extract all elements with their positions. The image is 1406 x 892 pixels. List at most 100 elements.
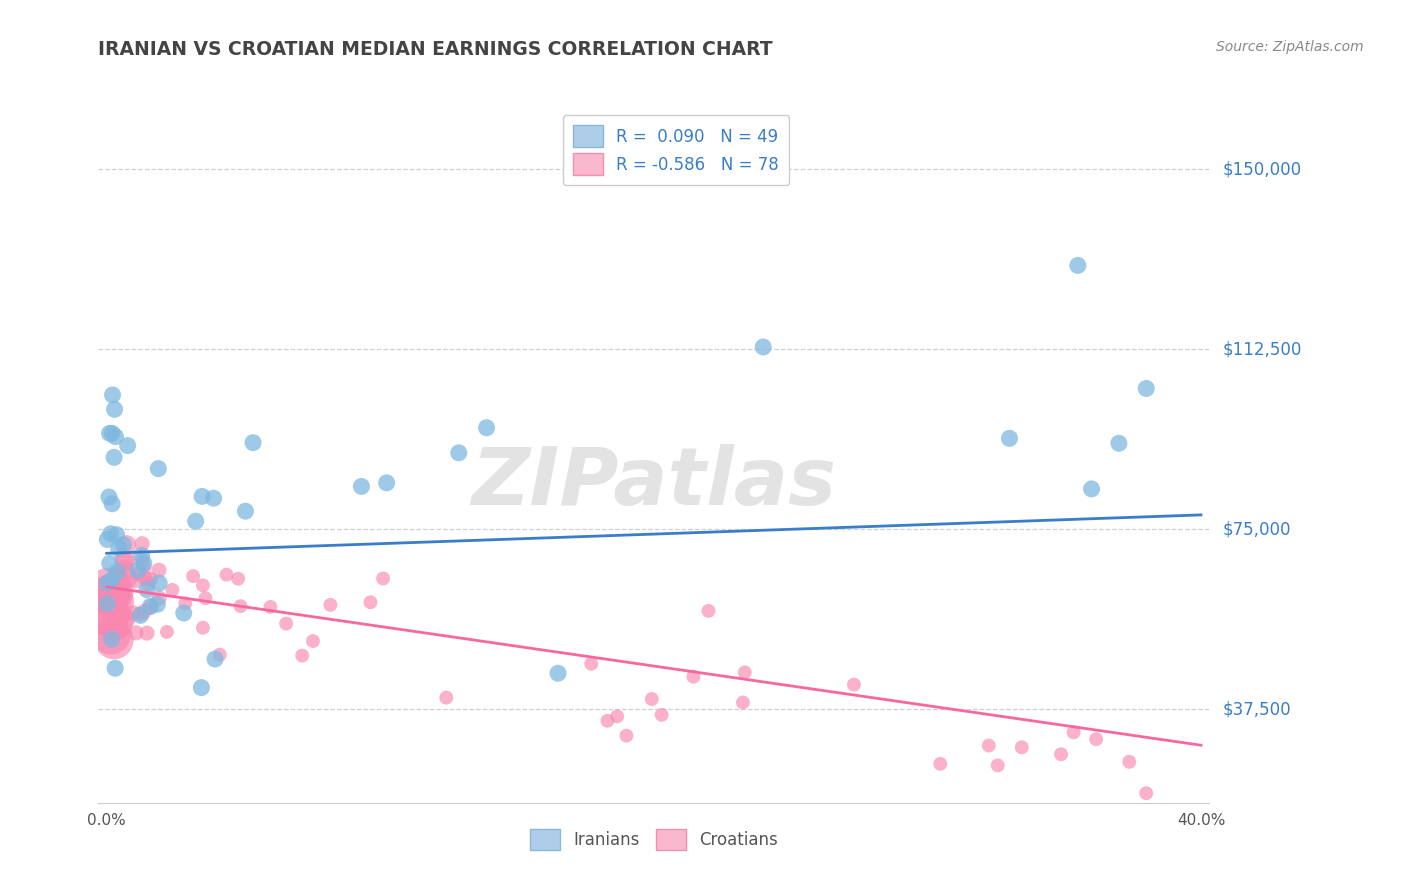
Point	[202, 491, 225, 506]
Point	[134, 571, 156, 585]
Point	[100, 632, 122, 647]
Point	[606, 709, 628, 723]
Point	[229, 599, 252, 614]
Point	[276, 616, 298, 631]
Point	[842, 677, 865, 691]
Point	[651, 707, 673, 722]
Point	[375, 475, 398, 490]
Point	[101, 426, 124, 441]
Point	[134, 605, 156, 619]
Point	[190, 681, 212, 695]
Point	[156, 624, 179, 639]
Text: $150,000: $150,000	[1223, 161, 1302, 178]
Point	[977, 739, 1000, 753]
Point	[1108, 436, 1130, 450]
Point	[124, 574, 146, 588]
Text: $37,500: $37,500	[1223, 700, 1292, 718]
Point	[148, 461, 170, 475]
Point	[97, 490, 120, 504]
Point	[103, 614, 125, 628]
Point	[131, 554, 153, 568]
Point	[1050, 747, 1073, 762]
Point	[731, 695, 754, 709]
Point	[208, 648, 231, 662]
Point	[103, 632, 125, 647]
Point	[101, 388, 124, 402]
Point	[181, 569, 204, 583]
Point	[191, 578, 214, 592]
Point	[174, 597, 197, 611]
Point	[987, 758, 1010, 772]
Point	[1080, 482, 1102, 496]
Point	[302, 634, 325, 648]
Point	[104, 429, 127, 443]
Point	[110, 607, 132, 621]
Point	[319, 598, 342, 612]
Text: $75,000: $75,000	[1223, 520, 1292, 538]
Point	[259, 599, 281, 614]
Point	[998, 431, 1021, 445]
Text: $112,500: $112,500	[1223, 341, 1302, 359]
Point	[173, 606, 195, 620]
Point	[107, 623, 129, 637]
Point	[96, 533, 118, 547]
Point	[1135, 381, 1157, 395]
Point	[204, 652, 226, 666]
Point	[697, 604, 720, 618]
Point	[114, 611, 136, 625]
Point	[98, 426, 121, 441]
Point	[131, 549, 153, 563]
Point	[115, 538, 138, 552]
Point	[108, 582, 131, 596]
Point	[112, 554, 135, 568]
Point	[100, 573, 122, 587]
Point	[235, 504, 257, 518]
Point	[117, 571, 139, 585]
Point	[98, 610, 121, 624]
Point	[96, 597, 118, 611]
Point	[547, 666, 569, 681]
Point	[107, 541, 129, 556]
Point	[1011, 740, 1033, 755]
Point	[291, 648, 314, 663]
Point	[184, 514, 207, 528]
Point	[350, 479, 373, 493]
Point	[226, 572, 249, 586]
Point	[191, 489, 214, 503]
Point	[752, 340, 775, 354]
Point	[117, 439, 139, 453]
Point	[215, 567, 238, 582]
Text: Source: ZipAtlas.com: Source: ZipAtlas.com	[1216, 40, 1364, 54]
Point	[114, 563, 136, 577]
Point	[929, 756, 952, 771]
Point	[132, 560, 155, 574]
Point	[98, 584, 121, 599]
Point	[734, 665, 756, 680]
Point	[447, 446, 470, 460]
Point	[191, 621, 214, 635]
Point	[103, 595, 125, 609]
Point	[112, 538, 135, 552]
Point	[1085, 732, 1108, 747]
Point	[596, 714, 619, 728]
Point	[148, 563, 170, 577]
Point	[105, 589, 128, 603]
Text: ZIPatlas: ZIPatlas	[471, 443, 837, 522]
Point	[475, 421, 498, 435]
Point	[616, 729, 638, 743]
Point	[104, 618, 127, 632]
Point	[359, 595, 381, 609]
Point	[96, 576, 118, 591]
Point	[148, 576, 170, 591]
Point	[162, 582, 184, 597]
Point	[136, 626, 159, 640]
Point	[104, 661, 127, 675]
Point	[107, 604, 129, 618]
Point	[98, 588, 121, 602]
Text: IRANIAN VS CROATIAN MEDIAN EARNINGS CORRELATION CHART: IRANIAN VS CROATIAN MEDIAN EARNINGS CORR…	[98, 40, 773, 59]
Point	[107, 568, 129, 582]
Point	[131, 537, 153, 551]
Point	[139, 599, 162, 614]
Point	[127, 566, 149, 581]
Point	[98, 557, 121, 571]
